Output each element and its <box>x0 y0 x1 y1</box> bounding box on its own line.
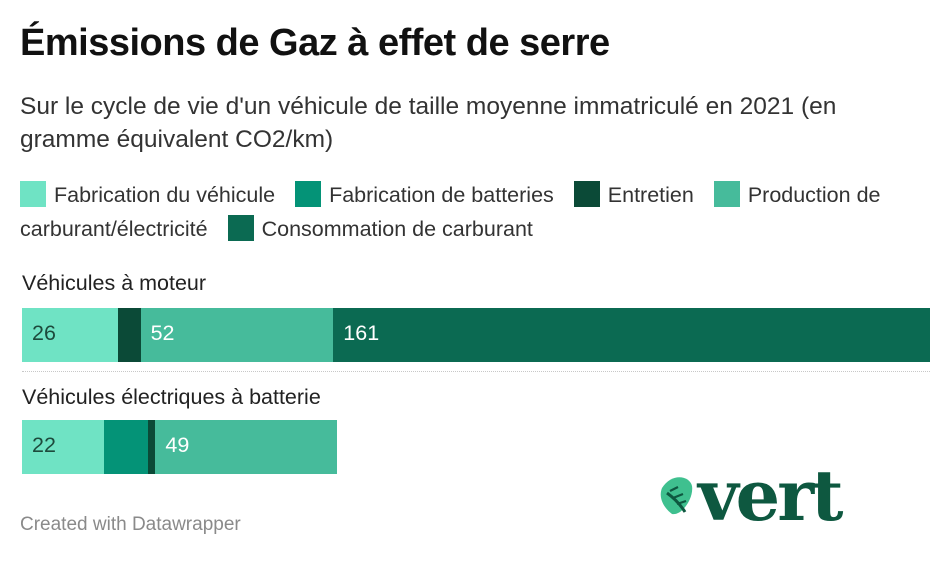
legend-swatch <box>573 181 600 207</box>
logo-wordmark: vert <box>696 458 843 530</box>
legend-item: Fabrication du véhicule <box>20 181 276 207</box>
data-label: 22 <box>32 433 56 457</box>
category-label: Véhicules électriques à batterie <box>22 385 321 409</box>
row-separator <box>22 371 930 372</box>
data-label: 52 <box>150 321 175 345</box>
bar-segment: 161 <box>333 308 930 362</box>
legend-item: Production de carburant/électricité <box>20 181 881 241</box>
legend-label: Fabrication du véhicule <box>54 183 276 207</box>
bar-row-vehicules-electriques: 22 49 <box>22 420 337 474</box>
datawrapper-credit: Created with Datawrapper <box>20 514 241 535</box>
data-label: 161 <box>343 321 380 345</box>
legend-label: Production de carburant/électricité <box>20 183 881 241</box>
legend-label: Fabrication de batteries <box>329 183 554 207</box>
vert-logo: vert <box>660 458 846 530</box>
legend-swatch <box>20 181 46 207</box>
bar-segment <box>148 420 156 474</box>
bar-segment <box>118 308 141 362</box>
bar-row-vehicules-moteur: 26 52 161 <box>22 308 930 362</box>
legend: Fabrication du véhicule Fabrication de b… <box>20 178 945 246</box>
bar-segment: 49 <box>155 420 337 474</box>
bar-segment: 22 <box>22 420 104 474</box>
leaf-icon <box>660 477 693 515</box>
legend-label: Entretien <box>607 183 694 207</box>
data-label: 26 <box>32 321 56 345</box>
bar-segment: 52 <box>140 308 334 362</box>
legend-swatch <box>227 215 254 241</box>
bar-segment <box>103 420 148 474</box>
chart-title: Émissions de Gaz à effet de serre <box>20 22 610 64</box>
legend-item: Fabrication de batteries <box>295 181 554 207</box>
legend-item: Entretien <box>573 181 694 207</box>
legend-label: Consommation de carburant <box>261 217 533 241</box>
chart-subtitle: Sur le cycle de vie d'un véhicule de tai… <box>20 93 837 153</box>
bar-segment: 26 <box>22 308 119 362</box>
legend-swatch <box>713 181 740 207</box>
category-label: Véhicules à moteur <box>22 271 207 295</box>
legend-swatch <box>295 181 322 207</box>
legend-item: Consommation de carburant <box>227 215 533 241</box>
data-label: 49 <box>165 433 190 457</box>
